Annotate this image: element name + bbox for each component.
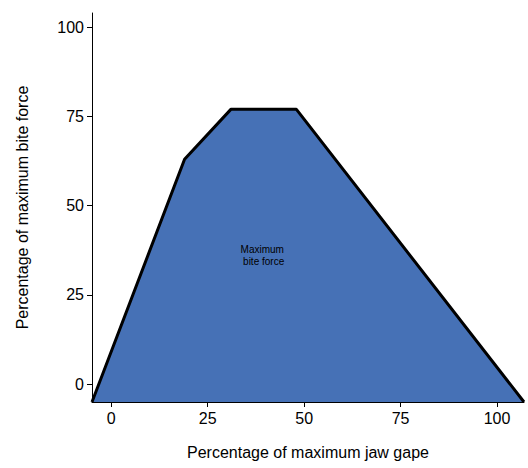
svg-text:75: 75 — [66, 108, 84, 125]
svg-text:0: 0 — [75, 376, 84, 393]
svg-text:50: 50 — [66, 197, 84, 214]
svg-text:Percentage of maximum jaw gape: Percentage of maximum jaw gape — [187, 444, 429, 461]
svg-text:50: 50 — [295, 410, 313, 427]
svg-text:25: 25 — [66, 286, 84, 303]
svg-text:Percentage of maximum bite for: Percentage of maximum bite force — [14, 86, 31, 330]
svg-text:100: 100 — [57, 19, 84, 36]
svg-text:25: 25 — [199, 410, 217, 427]
svg-text:bite force: bite force — [243, 256, 285, 267]
svg-text:Maximum: Maximum — [241, 244, 287, 255]
svg-text:0: 0 — [107, 410, 116, 427]
svg-text:100: 100 — [484, 410, 511, 427]
svg-text:75: 75 — [392, 410, 410, 427]
